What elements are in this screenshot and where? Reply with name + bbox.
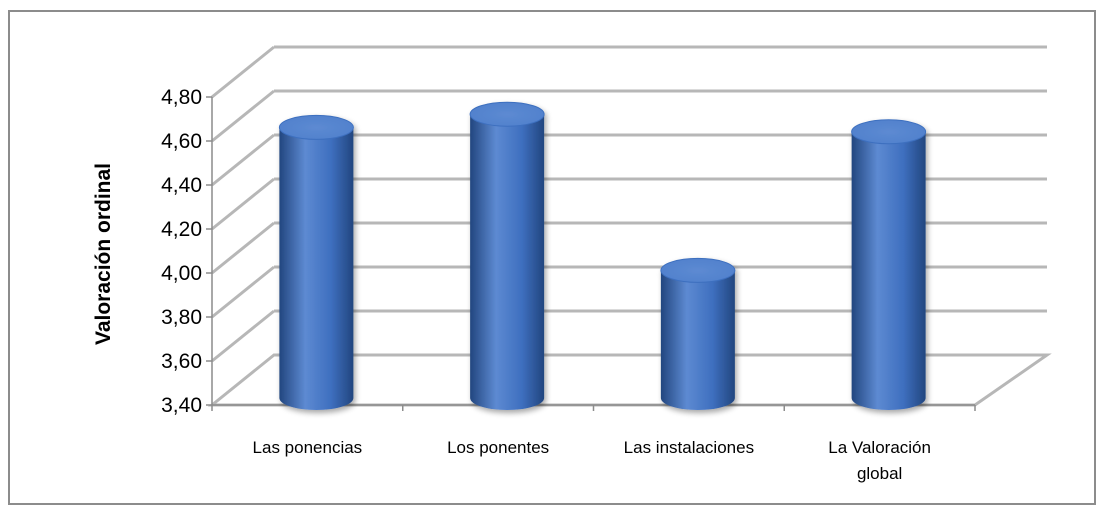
x-tick-label: Los ponentes [447, 438, 549, 457]
y-tick-label: 3,40 [161, 394, 202, 417]
x-tick-label: Las instalaciones [624, 438, 754, 457]
bar-top [469, 101, 545, 127]
bar [469, 101, 545, 410]
bar [278, 114, 354, 411]
bar-body [470, 114, 545, 410]
bar-top [660, 257, 736, 283]
y-tick-label: 4,00 [161, 262, 202, 285]
y-tick-label: 3,60 [161, 350, 202, 373]
x-tick-label: Las ponencias [253, 438, 363, 457]
bar [851, 119, 927, 411]
gridline-side [211, 309, 275, 363]
y-tick-label: 4,60 [161, 130, 202, 153]
bar-top [278, 114, 354, 140]
gridline-side [211, 265, 275, 319]
gridline-side [211, 89, 275, 143]
y-tick-label: 3,80 [161, 306, 202, 329]
bar-body [279, 127, 354, 411]
labels: 3,40 3,60 3,80 4,00 4,20 4,40 4,60 4,80 Las pone… [161, 86, 931, 483]
y-tick-label: 4,40 [161, 174, 202, 197]
y-tick-label: 4,20 [161, 218, 202, 241]
bar [660, 257, 736, 410]
gridline-side [211, 133, 275, 187]
bar-top [851, 119, 927, 145]
bars [278, 101, 927, 411]
gridline-side [211, 221, 275, 275]
gridline-side [211, 45, 275, 99]
y-tick-label: 4,80 [161, 86, 202, 109]
gridline-side [211, 177, 275, 231]
bar-body [851, 131, 926, 411]
y-axis-title: Valoración ordinal [92, 163, 115, 345]
x-tick-label: La Valoración global [828, 438, 931, 483]
bar-body [660, 270, 735, 410]
